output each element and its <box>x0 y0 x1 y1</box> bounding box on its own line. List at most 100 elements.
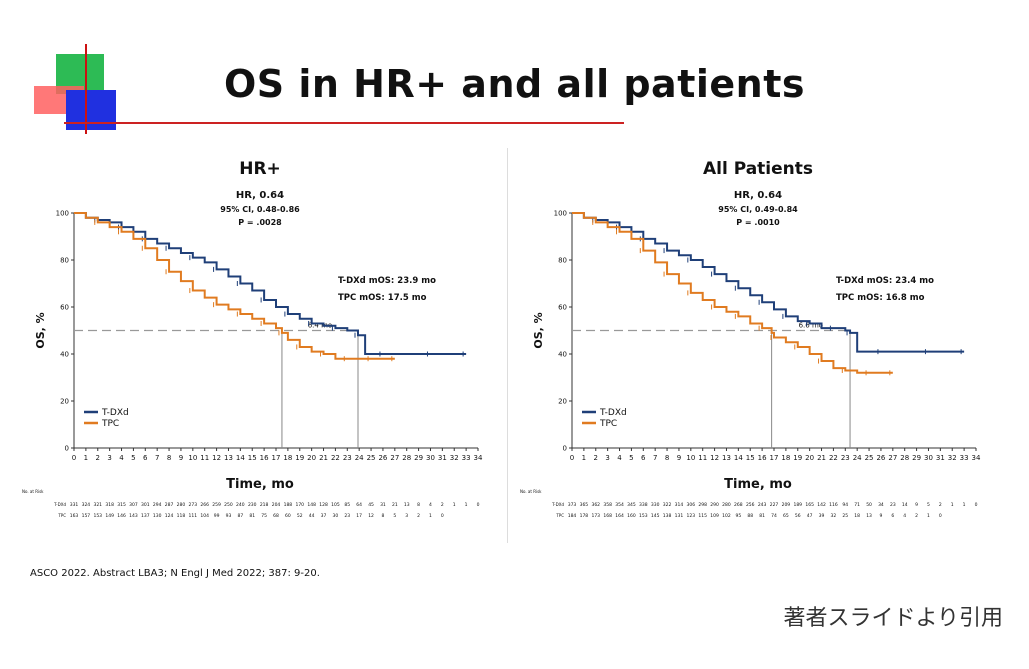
risk-cell: 4 <box>429 502 432 508</box>
x-axis-label: Time, mo <box>226 477 294 492</box>
risk-cell: 330 <box>651 502 660 508</box>
x-tick-label: 3 <box>605 454 609 462</box>
risk-cell: 142 <box>817 502 826 508</box>
risk-cell: 204 <box>272 502 281 508</box>
risk-cell: 115 <box>698 513 707 519</box>
y-axis-label: OS, % <box>532 312 545 348</box>
risk-cell: 9 <box>880 513 883 519</box>
x-tick-label: 27 <box>390 454 399 462</box>
x-tick-label: 7 <box>653 454 657 462</box>
risk-cell: 184 <box>568 513 577 519</box>
risk-cell: 314 <box>675 502 684 508</box>
risk-cell: 287 <box>165 502 174 508</box>
risk-cell: 345 <box>627 502 636 508</box>
risk-cell: 137 <box>141 513 150 519</box>
confidence-interval: 95% CI, 0.48-0.86 <box>220 205 300 214</box>
x-tick-label: 27 <box>888 454 897 462</box>
y-tick-label: 60 <box>60 304 69 312</box>
x-tick-label: 25 <box>367 454 376 462</box>
risk-cell: 14 <box>902 502 908 508</box>
source-note: 著者スライドより引用 <box>783 606 1003 631</box>
hazard-ratio: HR, 0.64 <box>734 190 782 201</box>
risk-row-label: TPC <box>57 513 66 518</box>
y-tick-label: 80 <box>60 257 69 265</box>
risk-cell: 45 <box>368 502 374 508</box>
risk-cell: 189 <box>793 502 802 508</box>
risk-cell: 324 <box>82 502 91 508</box>
y-tick-label: 20 <box>60 398 69 406</box>
risk-cell: 105 <box>331 502 340 508</box>
p-value: P = .0028 <box>238 218 282 227</box>
x-tick-label: 10 <box>686 454 695 462</box>
risk-cell: 8 <box>382 513 385 519</box>
x-tick-label: 3 <box>107 454 111 462</box>
x-tick-label: 1 <box>582 454 586 462</box>
risk-cell: 5 <box>393 513 396 519</box>
legend-label: T-DXd <box>101 408 129 418</box>
x-tick-label: 25 <box>865 454 874 462</box>
x-tick-label: 9 <box>677 454 681 462</box>
x-tick-label: 30 <box>426 454 435 462</box>
risk-cell: 163 <box>70 513 79 519</box>
x-tick-label: 26 <box>876 454 885 462</box>
x-tick-label: 33 <box>960 454 969 462</box>
y-tick-label: 40 <box>558 351 567 359</box>
risk-cell: 2 <box>915 513 918 519</box>
risk-cell: 52 <box>297 513 303 519</box>
x-tick-label: 17 <box>770 454 779 462</box>
risk-cell: 268 <box>734 502 743 508</box>
x-tick-label: 31 <box>936 454 945 462</box>
risk-row-label: TPC <box>555 513 564 518</box>
median-note-tpc: TPC mOS: 17.5 mo <box>338 293 427 303</box>
x-tick-label: 13 <box>722 454 731 462</box>
risk-row-label: T-DXd <box>551 502 564 507</box>
x-tick-label: 9 <box>179 454 183 462</box>
risk-cell: 18 <box>854 513 860 519</box>
risk-cell: 128 <box>319 502 328 508</box>
km-panel-hr-positive: HR+ HR, 0.64 95% CI, 0.48-0.86 P = .0028 T-D… <box>22 159 483 519</box>
x-tick-label: 2 <box>594 454 598 462</box>
x-tick-label: 29 <box>414 454 423 462</box>
risk-cell: 8 <box>417 502 420 508</box>
risk-cell: 50 <box>866 502 872 508</box>
risk-cell: 259 <box>212 502 221 508</box>
risk-cell: 130 <box>153 513 162 519</box>
x-tick-label: 14 <box>734 454 743 462</box>
risk-cell: 131 <box>675 513 684 519</box>
risk-cell: 56 <box>795 513 801 519</box>
legend-label: TPC <box>599 419 617 429</box>
x-tick-label: 21 <box>319 454 328 462</box>
legend-label: TPC <box>101 419 119 429</box>
title-rule <box>64 122 624 124</box>
risk-cell: 44 <box>309 513 315 519</box>
y-tick-label: 40 <box>60 351 69 359</box>
x-tick-label: 30 <box>924 454 933 462</box>
x-tick-label: 6 <box>143 454 148 462</box>
x-tick-label: 7 <box>155 454 159 462</box>
x-tick-label: 6 <box>641 454 646 462</box>
risk-cell: 104 <box>200 513 209 519</box>
x-tick-label: 13 <box>224 454 233 462</box>
x-tick-label: 5 <box>629 454 633 462</box>
risk-cell: 102 <box>722 513 731 519</box>
risk-cell: 124 <box>165 513 174 519</box>
survival-curve-t-dxd <box>74 212 467 355</box>
x-tick-label: 24 <box>355 454 364 462</box>
risk-cell: 318 <box>105 502 114 508</box>
x-tick-label: 19 <box>295 454 304 462</box>
median-gap-label: 6.4 mo <box>308 322 332 330</box>
x-tick-label: 22 <box>829 454 838 462</box>
x-axis-label: Time, mo <box>724 477 792 492</box>
x-tick-label: 15 <box>248 454 257 462</box>
risk-cell: 0 <box>939 513 942 519</box>
risk-cell: 148 <box>307 502 316 508</box>
median-note-tdxd: T-DXd mOS: 23.4 mo <box>836 276 934 286</box>
risk-cell: 3 <box>405 513 408 519</box>
risk-cell: 149 <box>105 513 114 519</box>
risk-cell: 1 <box>951 502 954 508</box>
x-tick-label: 10 <box>188 454 197 462</box>
risk-cell: 13 <box>866 513 872 519</box>
risk-cell: 39 <box>819 513 825 519</box>
risk-cell: 109 <box>710 513 719 519</box>
risk-cell: 273 <box>189 502 198 508</box>
